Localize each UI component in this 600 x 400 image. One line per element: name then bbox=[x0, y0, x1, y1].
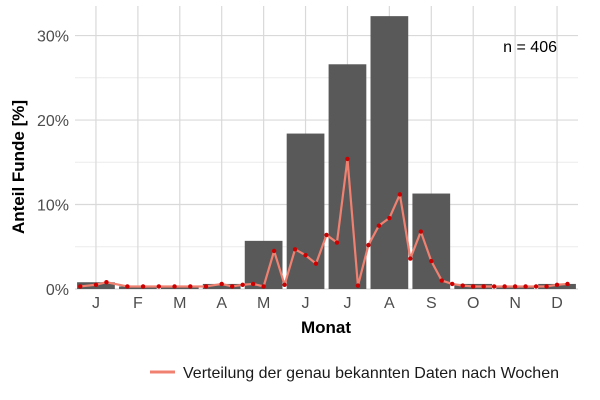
data-point bbox=[554, 282, 560, 287]
x-tick-label: N bbox=[509, 295, 521, 312]
x-axis-title: Monat bbox=[301, 318, 351, 337]
data-point bbox=[292, 247, 298, 252]
y-tick-label: 0% bbox=[46, 282, 69, 299]
data-point bbox=[544, 284, 549, 289]
data-point bbox=[481, 284, 486, 289]
data-point bbox=[376, 223, 382, 228]
bar bbox=[370, 16, 409, 289]
data-point bbox=[334, 240, 340, 245]
legend-label: Verteilung der genau bekannten Daten nac… bbox=[183, 365, 559, 382]
data-point bbox=[523, 284, 528, 289]
data-point bbox=[450, 281, 455, 287]
data-point bbox=[313, 261, 319, 266]
data-point bbox=[250, 281, 256, 287]
data-point bbox=[303, 253, 308, 258]
data-point bbox=[533, 284, 539, 289]
x-tick-label: J bbox=[92, 295, 100, 312]
bars bbox=[77, 16, 576, 289]
data-point bbox=[188, 284, 193, 289]
x-tick-label: O bbox=[467, 295, 479, 312]
data-point bbox=[408, 256, 413, 261]
y-tick-label: 10% bbox=[37, 198, 69, 215]
bar bbox=[244, 240, 283, 289]
data-point bbox=[104, 280, 109, 285]
data-point bbox=[156, 284, 162, 289]
data-point bbox=[397, 192, 403, 197]
x-tick-label: F bbox=[133, 295, 143, 312]
data-point bbox=[240, 282, 245, 287]
bar bbox=[160, 286, 199, 289]
x-tick-label: A bbox=[216, 295, 227, 312]
data-point bbox=[512, 284, 518, 289]
y-tick-labels: 0% 10% 20% 30% bbox=[37, 29, 69, 299]
data-point bbox=[355, 283, 361, 288]
x-tick-label: M bbox=[257, 295, 270, 312]
x-tick-label: J bbox=[343, 295, 351, 312]
x-tick-label: S bbox=[426, 295, 437, 312]
y-tick-label: 30% bbox=[37, 29, 69, 46]
data-point bbox=[172, 284, 177, 289]
legend: Verteilung der genau bekannten Daten nac… bbox=[150, 365, 559, 382]
data-point bbox=[460, 283, 465, 288]
data-point bbox=[140, 284, 146, 289]
weekly-points bbox=[78, 156, 570, 289]
x-tick-label: A bbox=[384, 295, 395, 312]
data-point bbox=[471, 284, 476, 289]
x-tick-label: D bbox=[551, 295, 563, 312]
bar bbox=[286, 133, 325, 289]
data-point bbox=[125, 284, 130, 289]
data-point bbox=[93, 282, 99, 287]
annotation-n: n = 406 bbox=[503, 39, 557, 56]
data-point bbox=[366, 242, 371, 248]
y-tick-label: 20% bbox=[37, 113, 69, 130]
y-axis-title: Anteil Funde [%] bbox=[9, 100, 28, 234]
data-point bbox=[271, 248, 277, 254]
data-point bbox=[387, 215, 392, 221]
data-point bbox=[491, 284, 497, 289]
data-point bbox=[439, 278, 444, 283]
data-point bbox=[219, 281, 224, 287]
data-point bbox=[429, 258, 434, 264]
bar bbox=[119, 286, 157, 289]
data-point bbox=[78, 284, 83, 289]
x-tick-label: M bbox=[173, 295, 186, 312]
data-point bbox=[565, 281, 570, 287]
data-point bbox=[229, 284, 235, 289]
data-point bbox=[418, 229, 424, 234]
data-point bbox=[261, 284, 266, 289]
bar bbox=[328, 64, 367, 289]
bar bbox=[202, 283, 241, 289]
data-point bbox=[203, 284, 209, 289]
data-point bbox=[282, 282, 287, 287]
data-point bbox=[324, 232, 329, 238]
x-tick-label: J bbox=[302, 295, 310, 312]
data-point bbox=[502, 284, 507, 289]
data-point bbox=[345, 156, 350, 162]
bar bbox=[412, 193, 451, 289]
